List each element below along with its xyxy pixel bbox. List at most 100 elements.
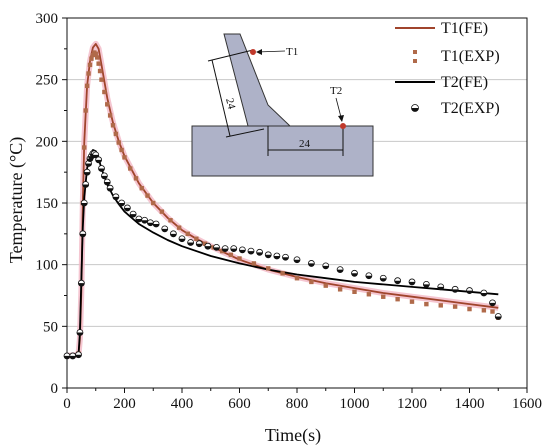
t2-exp-point <box>238 246 246 254</box>
x-tick-label-400: 400 <box>171 396 194 412</box>
t2-fe-line <box>66 149 499 357</box>
t2-exp-point <box>95 156 103 164</box>
t2-exp-point-fill <box>112 196 119 200</box>
t2-exp-point-fill <box>141 220 148 224</box>
t2-exp-point-fill <box>273 256 280 260</box>
t2-exp-point-fill <box>308 263 315 267</box>
t2-exp-point <box>146 219 154 227</box>
t1-fe-line <box>66 43 499 357</box>
t1-exp-point <box>128 166 133 171</box>
t2-exp-point <box>152 220 160 228</box>
t1-exp-point <box>228 252 234 257</box>
t2-exp-point-fill <box>411 108 419 112</box>
t1-exp-point <box>93 51 98 56</box>
x-tick-label-200: 200 <box>113 396 136 412</box>
t2-exp-point-fill <box>187 242 194 246</box>
x-tick-label-800: 800 <box>286 396 309 412</box>
t2-exp-point-fill <box>98 168 105 172</box>
t1-exp-point <box>122 155 127 160</box>
t2-exp-point-fill <box>95 159 102 163</box>
t2-exp-point-fill <box>294 259 300 263</box>
t2-exp-point-fill <box>84 172 91 176</box>
t1-exp-point <box>145 193 150 198</box>
t2-exp-point-fill <box>79 233 86 237</box>
legend: T1(FE) T1(EXP) T2(FE) T2(EXP) <box>395 20 500 117</box>
legend-t1-exp-swatch-b <box>413 59 417 63</box>
x-tick-label-1600: 1600 <box>512 396 542 412</box>
t2-exp-point-fill <box>351 273 358 277</box>
t2-exp-point-fill <box>380 278 387 282</box>
x-tick-label-1400: 1400 <box>455 396 485 412</box>
t2-exp-point <box>80 199 88 207</box>
t1-exp-point <box>438 303 443 308</box>
t2-exp-point <box>69 352 77 360</box>
dimension-label-1: 24 <box>223 97 237 111</box>
t2-exp-point-fill <box>409 281 416 285</box>
t1-exp-point <box>294 276 300 281</box>
t1-exp-point <box>490 309 495 314</box>
t2-exp-point-fill <box>104 182 111 186</box>
t2-exp-point-fill <box>170 233 177 237</box>
t2-exp-point-fill <box>466 290 473 294</box>
t2-exp-point-fill <box>256 252 263 256</box>
t2-exp-point <box>178 235 186 243</box>
t1-exp-point <box>86 71 91 76</box>
t2-exp-point <box>437 283 445 291</box>
axes <box>62 17 528 393</box>
t2-exp-point-fill <box>69 355 76 359</box>
legend-t2-exp-label: T2(EXP) <box>441 100 500 117</box>
t1-exp-point <box>90 52 96 58</box>
t1-exp-point <box>113 131 119 137</box>
t2-exp-point-fill <box>161 228 168 232</box>
t1-exp-point <box>266 266 271 271</box>
t2-exp-point <box>76 329 84 336</box>
legend-t1-exp-label: T1(EXP) <box>441 48 500 65</box>
t1-exp-point <box>105 102 110 107</box>
t1-exp-point <box>94 55 100 60</box>
t1-exp-point <box>237 256 242 261</box>
thermocouple-t2-marker <box>340 123 346 129</box>
t1-exp-point <box>467 306 472 312</box>
x-axis-title: Time(s) <box>265 425 321 446</box>
t2-exp-point <box>63 352 71 360</box>
t2-exp-point-fill <box>179 238 185 242</box>
t1-exp-point <box>194 236 199 241</box>
t2-exp-point-fill <box>230 248 237 252</box>
y-tick-label-250: 250 <box>36 73 59 89</box>
t2-exp-point-fill <box>75 354 82 358</box>
t1-exp-point <box>84 83 90 89</box>
legend-t1-fe-label: T1(FE) <box>441 20 488 37</box>
t2-exp-point <box>293 256 301 264</box>
t2-exp-point <box>112 193 120 201</box>
t2-exp-point <box>161 225 169 233</box>
t2-exp-point-fill <box>130 214 137 218</box>
y-tick-label-300: 300 <box>36 11 59 27</box>
t1-pointer-arrowhead <box>256 49 262 55</box>
t2-exp-point <box>98 165 105 172</box>
t2-exp-point-fill <box>423 284 430 288</box>
joint-schematic: 24 24 T1 T2 <box>191 33 374 177</box>
t1-exp-point <box>202 241 208 246</box>
t2-exp-point <box>365 272 373 280</box>
t2-exp-point-fill <box>135 219 142 223</box>
t2-exp-point-fill <box>82 184 89 188</box>
t2-exp-point-fill <box>147 222 154 226</box>
t1-exp-point <box>119 147 124 153</box>
y-axis-title: Temperature (°C) <box>6 137 27 263</box>
t1-exp-point <box>481 308 487 313</box>
t2-exp-point <box>118 199 126 207</box>
t2-exp-point-fill <box>248 251 254 255</box>
t2-exp-point <box>129 210 137 218</box>
t2-exp-point <box>169 230 177 238</box>
t2-exp-point-fill <box>107 188 114 192</box>
t2-exp-point <box>264 251 272 259</box>
t2-exp-point <box>307 260 315 267</box>
vertical-plate <box>223 33 292 127</box>
t2-exp-point-fill <box>124 207 131 211</box>
y-tick-label-150: 150 <box>36 196 59 212</box>
t2-exp-point <box>77 279 85 287</box>
t1-exp-point <box>185 231 190 237</box>
t2-exp-point-fill <box>118 203 125 207</box>
t2-exp-point <box>83 168 91 176</box>
t2-exp-point-fill <box>213 247 220 251</box>
